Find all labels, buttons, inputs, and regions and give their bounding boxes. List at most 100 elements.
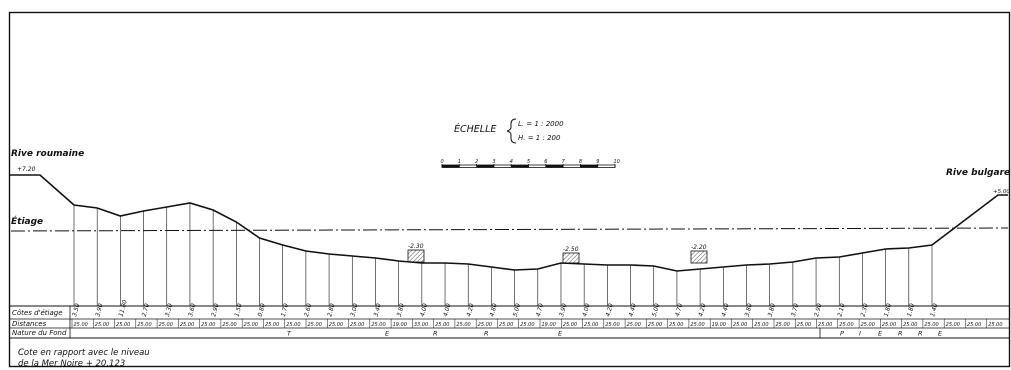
- depth-value: 4.80: [489, 303, 499, 318]
- nature-pierre-letter: R: [898, 330, 903, 338]
- distance-value: 19.00: [393, 322, 407, 328]
- depth-value: 4.40: [720, 303, 730, 318]
- nature-terre-letter: R: [484, 330, 489, 338]
- distance-value: 19.00: [542, 322, 556, 328]
- obstacle-label: -2.20: [691, 244, 707, 251]
- distance-value: 25.00: [882, 322, 896, 328]
- distance-value: 25.00: [733, 322, 747, 328]
- distance-value: 25.00: [861, 322, 875, 328]
- distance-value: 25.00: [924, 322, 938, 328]
- depth-value: 4.70: [535, 303, 545, 318]
- distance-value: 25.00: [988, 322, 1002, 328]
- drawing-frame: [8, 11, 1011, 368]
- row-label-nature: Nature du Fond: [12, 329, 67, 337]
- distance-value: 25.00: [74, 322, 88, 328]
- scale-bar-segment: [580, 165, 598, 168]
- distance-value: 25.00: [478, 322, 492, 328]
- distance-value: 25.00: [159, 322, 173, 328]
- depth-value: 2.10: [836, 303, 846, 318]
- scale-legend: ÉCHELLE L. = 1 : 2000 H. = 1 : 200 0 1 2 3 4…: [441, 118, 620, 168]
- scale-title: ÉCHELLE: [454, 123, 496, 135]
- nature-pierre-letter: P: [840, 330, 844, 338]
- distance-value: 25.00: [627, 322, 641, 328]
- depth-value: 4.00: [581, 303, 591, 318]
- distance-value: 25.00: [648, 322, 662, 328]
- scale-bar-segment: [476, 165, 494, 168]
- distance-value: 25.00: [563, 322, 577, 328]
- distance-value: 25.00: [690, 322, 704, 328]
- distance-value: 25.00: [286, 322, 300, 328]
- nature-pierre-letter: E: [878, 330, 883, 338]
- scale-bar-segment: [545, 165, 564, 168]
- depth-value: 2.60: [303, 303, 313, 318]
- depth-value: 3.50: [71, 303, 81, 318]
- distance-value: 25.00: [776, 322, 790, 328]
- distance-value: 25.00: [201, 322, 215, 328]
- depth-value: 3.90: [558, 303, 568, 318]
- distance-value: 25.00: [95, 322, 109, 328]
- scale-tick-label: 2: [475, 159, 478, 165]
- scale-tick-label: 3: [492, 159, 495, 165]
- depth-value: 4.20: [465, 303, 475, 318]
- depth-value: 3.30: [164, 303, 174, 318]
- depth-value: 0.80: [257, 303, 267, 318]
- depth-value: 4.70: [674, 303, 684, 318]
- depth-value: 3.80: [396, 303, 406, 318]
- water-level-label: Étiage: [11, 215, 43, 227]
- depth-value: 1.80: [883, 303, 893, 318]
- nature-terre-letter: E: [558, 330, 563, 338]
- scale-tick-label: 5: [527, 159, 530, 165]
- distance-value: 25.00: [180, 322, 194, 328]
- distance-value: 25.00: [137, 322, 151, 328]
- nature-terre-letter: T: [287, 330, 292, 338]
- scale-tick-label: 6: [544, 159, 547, 165]
- data-table: Côtes d'étiage Distances Nature du Fond …: [10, 299, 1009, 339]
- depth-value: 2.70: [141, 303, 151, 318]
- distance-value: 25.00: [308, 322, 322, 328]
- distance-value: 25.00: [903, 322, 917, 328]
- depth-value: 2.90: [210, 303, 220, 318]
- depth-value: 3.80: [767, 303, 777, 318]
- distance-value: 25.00: [371, 322, 385, 328]
- distance-value: 25.00: [669, 322, 683, 328]
- reference-note-line1: Cote en rapport avec le niveau: [18, 348, 150, 358]
- distance-value: 25.00: [520, 322, 534, 328]
- depth-value: 5.00: [512, 303, 522, 318]
- distance-value: 25.00: [244, 322, 258, 328]
- obstacle-box: [690, 250, 708, 264]
- distance-value: 25.00: [839, 322, 853, 328]
- depth-value: 1.40: [929, 303, 939, 318]
- distance-value: 25.00: [435, 322, 449, 328]
- depth-value: 4.00: [419, 303, 429, 318]
- scale-tick-label: 8: [579, 159, 582, 165]
- depth-value: 4.40: [628, 303, 638, 318]
- distance-value: 33.00: [414, 322, 428, 328]
- depth-value: 3.80: [744, 303, 754, 318]
- depth-value: 3.40: [373, 303, 383, 318]
- depth-values: 3.50 3.90 11.80 2.70 3.30 3.60 2.90 1.50 0.80 1.7…: [71, 299, 939, 318]
- depth-value: 3.60: [187, 303, 197, 318]
- nature-pierre-letter: E: [938, 330, 943, 338]
- nature-terre-letter: E: [385, 330, 390, 338]
- distance-value: 25.00: [797, 322, 811, 328]
- scale-bar-segment: [511, 165, 529, 168]
- distance-value: 25.00: [456, 322, 470, 328]
- scale-tick-label: 0: [441, 159, 444, 165]
- distance-value: 25.00: [329, 322, 343, 328]
- depth-value: 2.90: [813, 303, 823, 318]
- distance-value: 25.00: [967, 322, 981, 328]
- depth-value: 1.50: [233, 303, 243, 318]
- nature-terre-letter: R: [433, 330, 438, 338]
- nature-pierre-letter: I: [859, 330, 861, 338]
- obstacle-label: -2.30: [408, 243, 424, 250]
- depth-value: 2.30: [860, 303, 870, 318]
- obstacle-box: [407, 249, 425, 263]
- depth-value: 1.70: [280, 303, 290, 318]
- sounding-verticals: [73, 203, 933, 306]
- riverbed-profile: [10, 174, 1008, 272]
- depth-value: 2.80: [326, 303, 336, 318]
- right-bank-name: Rive bulgare: [946, 168, 1010, 178]
- distance-value: 25.00: [754, 322, 768, 328]
- water-level-line: [10, 227, 1009, 232]
